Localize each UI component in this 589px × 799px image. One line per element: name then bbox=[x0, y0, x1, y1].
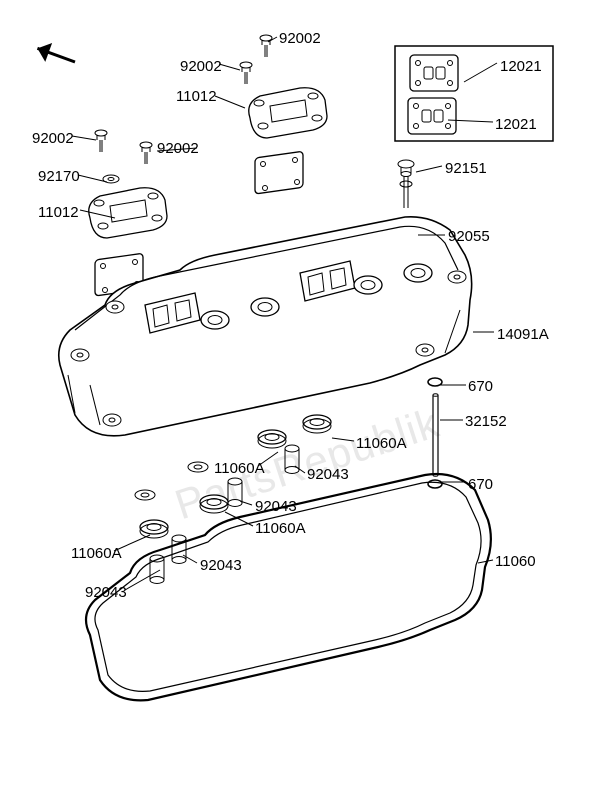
part-label: 11060A bbox=[255, 520, 306, 537]
part-label: 92002 bbox=[157, 140, 199, 157]
part-label: 92002 bbox=[180, 58, 222, 75]
seal-set-2 bbox=[258, 430, 286, 448]
seal-extra-1 bbox=[188, 462, 208, 472]
part-label: 11060A bbox=[356, 435, 407, 452]
part-label: 32152 bbox=[465, 413, 507, 430]
bolt-92151 bbox=[398, 160, 414, 208]
detail-gasket-2 bbox=[408, 98, 456, 134]
part-label: 14091A bbox=[497, 326, 549, 343]
part-label: 670 bbox=[468, 476, 493, 493]
part-label: 92043 bbox=[255, 498, 297, 515]
seal-set-1 bbox=[303, 415, 331, 433]
oring-bottom bbox=[428, 480, 442, 488]
oring-top bbox=[428, 378, 442, 386]
tube-3 bbox=[172, 535, 186, 564]
part-label: 11012 bbox=[176, 88, 217, 105]
cylinder-head-cover bbox=[59, 217, 472, 436]
bolt-1 bbox=[260, 35, 272, 57]
cap-cover-right bbox=[249, 88, 327, 138]
part-label: 11060A bbox=[71, 545, 122, 562]
part-label: 92055 bbox=[448, 228, 490, 245]
direction-arrow bbox=[34, 39, 78, 71]
part-label: 12021 bbox=[495, 116, 537, 133]
part-label: 92002 bbox=[32, 130, 74, 147]
bolt-2 bbox=[240, 62, 252, 84]
bolt-3 bbox=[95, 130, 107, 152]
part-label: 11060 bbox=[495, 553, 536, 570]
part-label: 92151 bbox=[445, 160, 487, 177]
part-label: 11012 bbox=[38, 204, 79, 221]
pipe-32152 bbox=[433, 394, 438, 477]
seal-set-4 bbox=[140, 520, 168, 538]
part-label: 92043 bbox=[307, 466, 349, 483]
part-label: 92043 bbox=[200, 557, 242, 574]
bolt-4 bbox=[140, 142, 152, 164]
part-label: 12021 bbox=[500, 58, 542, 75]
part-label: 92043 bbox=[85, 584, 127, 601]
diagram-container: PartsRepublik bbox=[0, 0, 589, 799]
part-label: 92170 bbox=[38, 168, 80, 185]
tube-1 bbox=[285, 445, 299, 474]
detail-gasket-1 bbox=[410, 55, 458, 91]
seal-extra-2 bbox=[135, 490, 155, 500]
part-label: 92002 bbox=[279, 30, 321, 47]
seal-set-3 bbox=[200, 495, 228, 513]
part-label: 11060A bbox=[214, 460, 265, 477]
cap-cover-left bbox=[89, 188, 167, 238]
part-label: 670 bbox=[468, 378, 493, 395]
gasket-middle bbox=[255, 151, 303, 194]
tube-2 bbox=[228, 478, 242, 507]
